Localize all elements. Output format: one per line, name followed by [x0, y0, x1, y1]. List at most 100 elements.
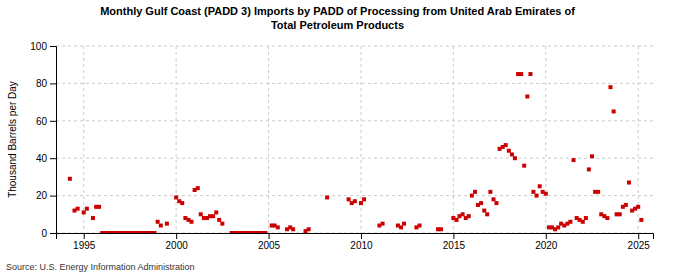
tick-mark	[50, 196, 56, 197]
tick-mark	[361, 233, 362, 239]
point	[636, 205, 640, 209]
point	[581, 220, 585, 224]
point	[482, 209, 486, 213]
point	[627, 181, 631, 185]
point	[418, 224, 422, 228]
point	[538, 184, 542, 188]
point	[347, 197, 351, 201]
point	[217, 218, 221, 222]
axis-line	[50, 47, 57, 234]
tick: 100	[30, 41, 56, 52]
point	[612, 109, 616, 113]
point	[276, 225, 280, 229]
point	[455, 218, 459, 222]
grid-line-x	[83, 46, 84, 233]
grid-line-x	[545, 46, 546, 233]
point	[494, 201, 498, 205]
point	[399, 225, 403, 229]
grid-line-y	[56, 195, 653, 196]
point	[159, 224, 163, 228]
grid	[56, 46, 653, 233]
point	[467, 214, 471, 218]
point	[76, 207, 80, 211]
tick: 20	[36, 190, 56, 201]
point	[291, 227, 295, 231]
point	[153, 231, 157, 233]
x-axis: 1995200020052010201520202025	[57, 233, 654, 251]
tick-mark	[50, 233, 56, 234]
point	[572, 158, 576, 162]
point	[359, 201, 363, 205]
points	[68, 72, 643, 233]
tick: 0	[41, 228, 56, 239]
point	[470, 194, 474, 198]
tick-mark	[638, 233, 639, 239]
point	[97, 205, 101, 209]
tick-mark	[50, 46, 56, 47]
tick: 80	[36, 78, 56, 89]
tick: 2025	[628, 233, 651, 251]
point	[325, 195, 329, 199]
point	[618, 212, 622, 216]
point	[513, 156, 517, 160]
point	[156, 220, 160, 224]
grid-line-y	[56, 120, 653, 121]
grid-line-x	[176, 46, 177, 233]
point	[353, 199, 357, 203]
y-axis: 0 20 40 60 80 100	[30, 41, 56, 239]
tick: 60	[36, 116, 56, 127]
tick: 2015	[443, 233, 466, 251]
tick-label: 60	[36, 116, 48, 127]
point	[211, 214, 215, 218]
point	[461, 212, 465, 216]
tick: 2005	[258, 233, 281, 251]
point	[544, 192, 548, 196]
point	[519, 72, 523, 76]
point	[214, 210, 218, 214]
point	[491, 197, 495, 201]
point	[307, 227, 311, 231]
point	[605, 216, 609, 220]
y-axis-label: Thousand Barrels per Day	[7, 81, 18, 198]
point	[608, 85, 612, 89]
grid-line-x	[453, 46, 454, 233]
point	[85, 207, 89, 211]
tick-label: 40	[36, 153, 48, 164]
tick-label: 1995	[73, 240, 96, 251]
point	[91, 216, 95, 220]
point	[196, 186, 200, 190]
point	[584, 216, 588, 220]
point	[507, 149, 511, 153]
point	[590, 154, 594, 158]
point	[362, 197, 366, 201]
point	[402, 222, 406, 226]
point	[473, 190, 477, 194]
point	[639, 218, 643, 222]
tick: 2020	[535, 233, 558, 251]
tick-mark	[50, 121, 56, 122]
plot-area: 1995200020052010201520202025020406080100	[30, 41, 653, 251]
point	[165, 222, 169, 226]
tick-label: 20	[36, 190, 48, 201]
tick: 40	[36, 153, 56, 164]
tick-label: 0	[41, 228, 47, 239]
tick-mark	[50, 158, 56, 159]
point	[263, 231, 267, 233]
point	[439, 227, 443, 231]
tick-label: 100	[30, 41, 47, 52]
point	[522, 164, 526, 168]
tick-mark	[84, 233, 85, 239]
title: Monthly Gulf Coast (PADD 3) Imports by P…	[100, 5, 575, 31]
chart: 1995200020052010201520202025020406080100…	[0, 0, 675, 275]
point	[381, 222, 385, 226]
point	[220, 222, 224, 226]
tick: 2010	[350, 233, 373, 251]
point	[525, 94, 529, 98]
point	[199, 212, 203, 216]
axis-line	[57, 234, 654, 240]
point	[504, 143, 508, 147]
point	[485, 212, 489, 216]
point	[82, 210, 86, 214]
point	[535, 194, 539, 198]
grid-line-y	[56, 46, 653, 47]
